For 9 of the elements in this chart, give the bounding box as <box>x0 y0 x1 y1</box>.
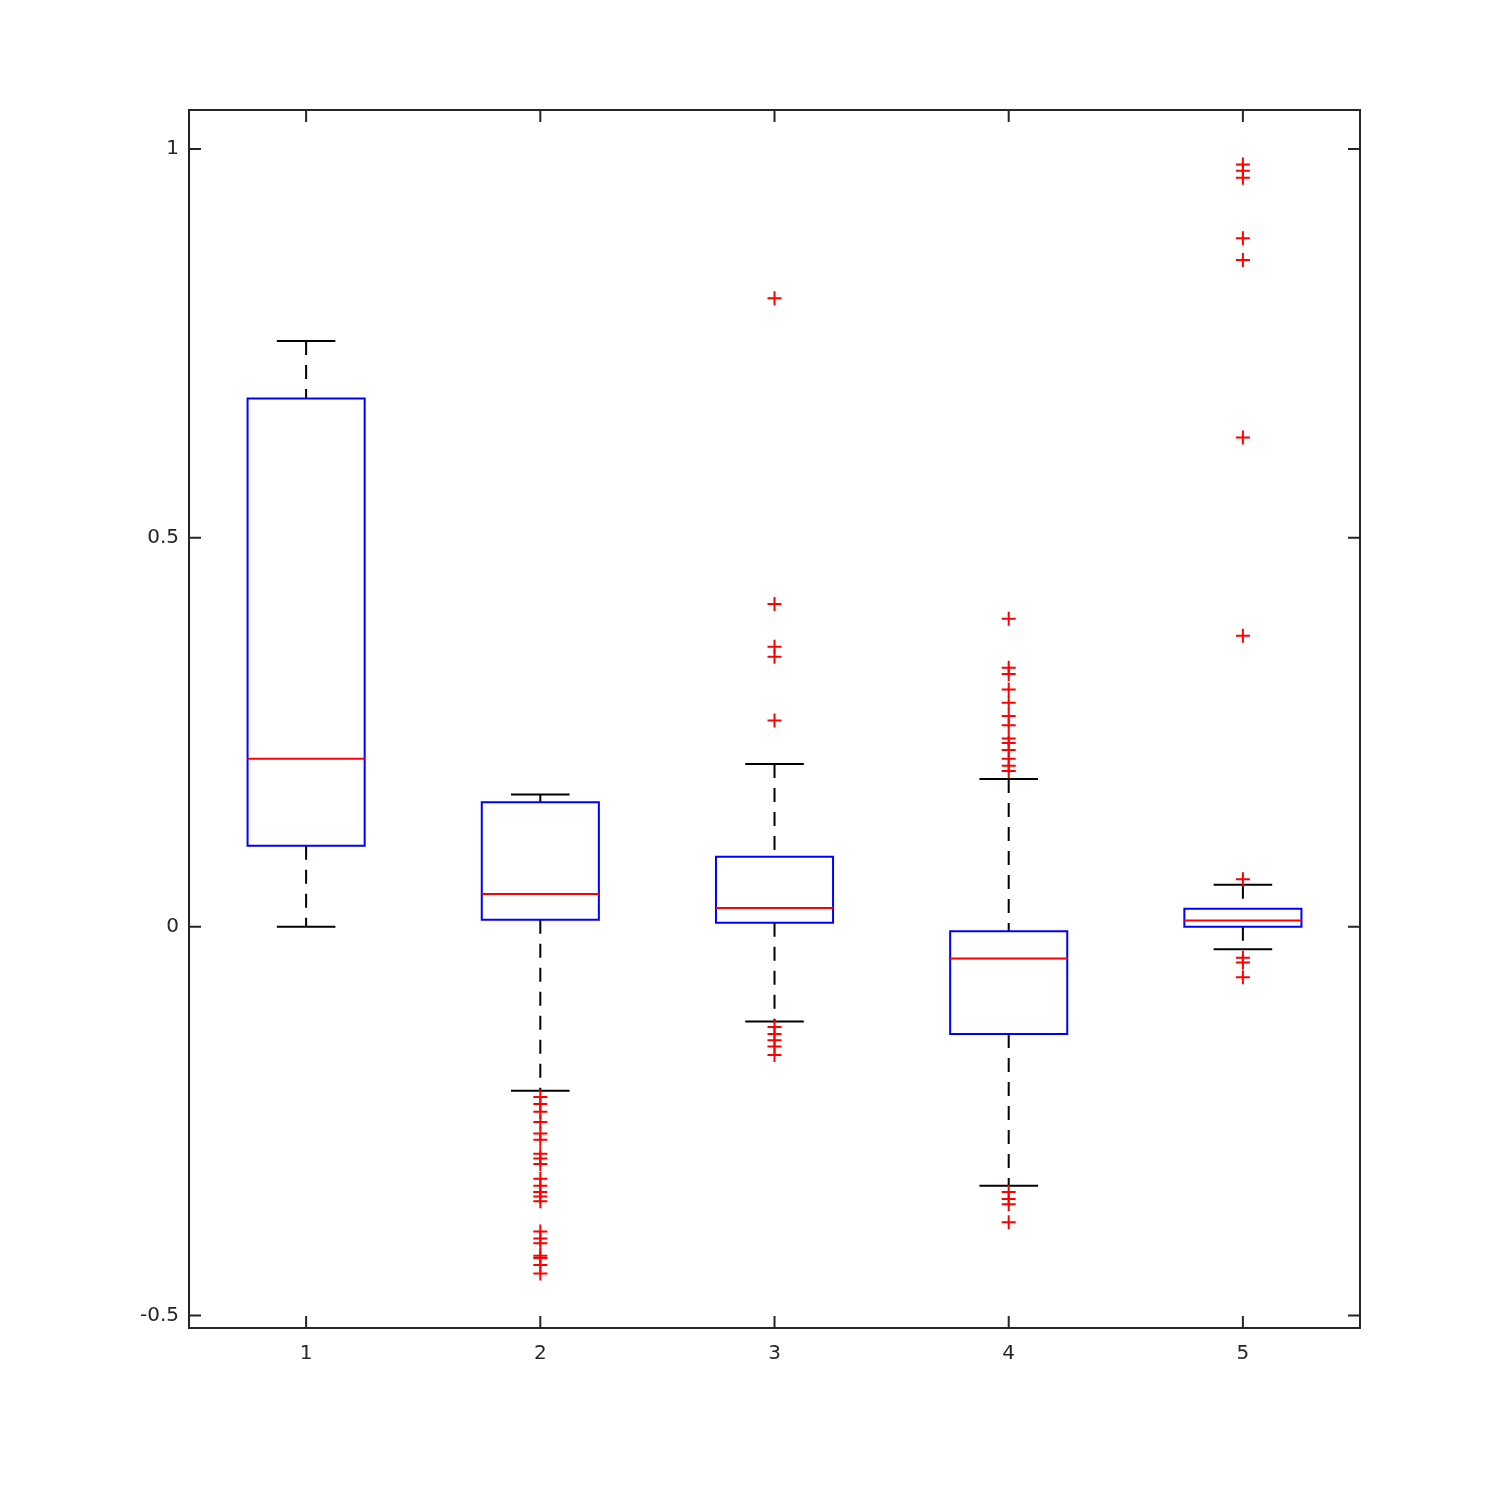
y-tick-label: 1 <box>166 135 180 160</box>
y-tick-label: -0.5 <box>139 1301 180 1326</box>
y-tick-label: 0.5 <box>147 523 180 548</box>
x-tick-label: 3 <box>768 1340 781 1365</box>
x-tick-label: 4 <box>1002 1340 1016 1365</box>
y-tick-label: 0 <box>166 912 180 937</box>
x-tick-label: 1 <box>299 1340 313 1365</box>
x-tick-label: 5 <box>1236 1340 1250 1365</box>
x-tick-label: 2 <box>533 1340 547 1365</box>
